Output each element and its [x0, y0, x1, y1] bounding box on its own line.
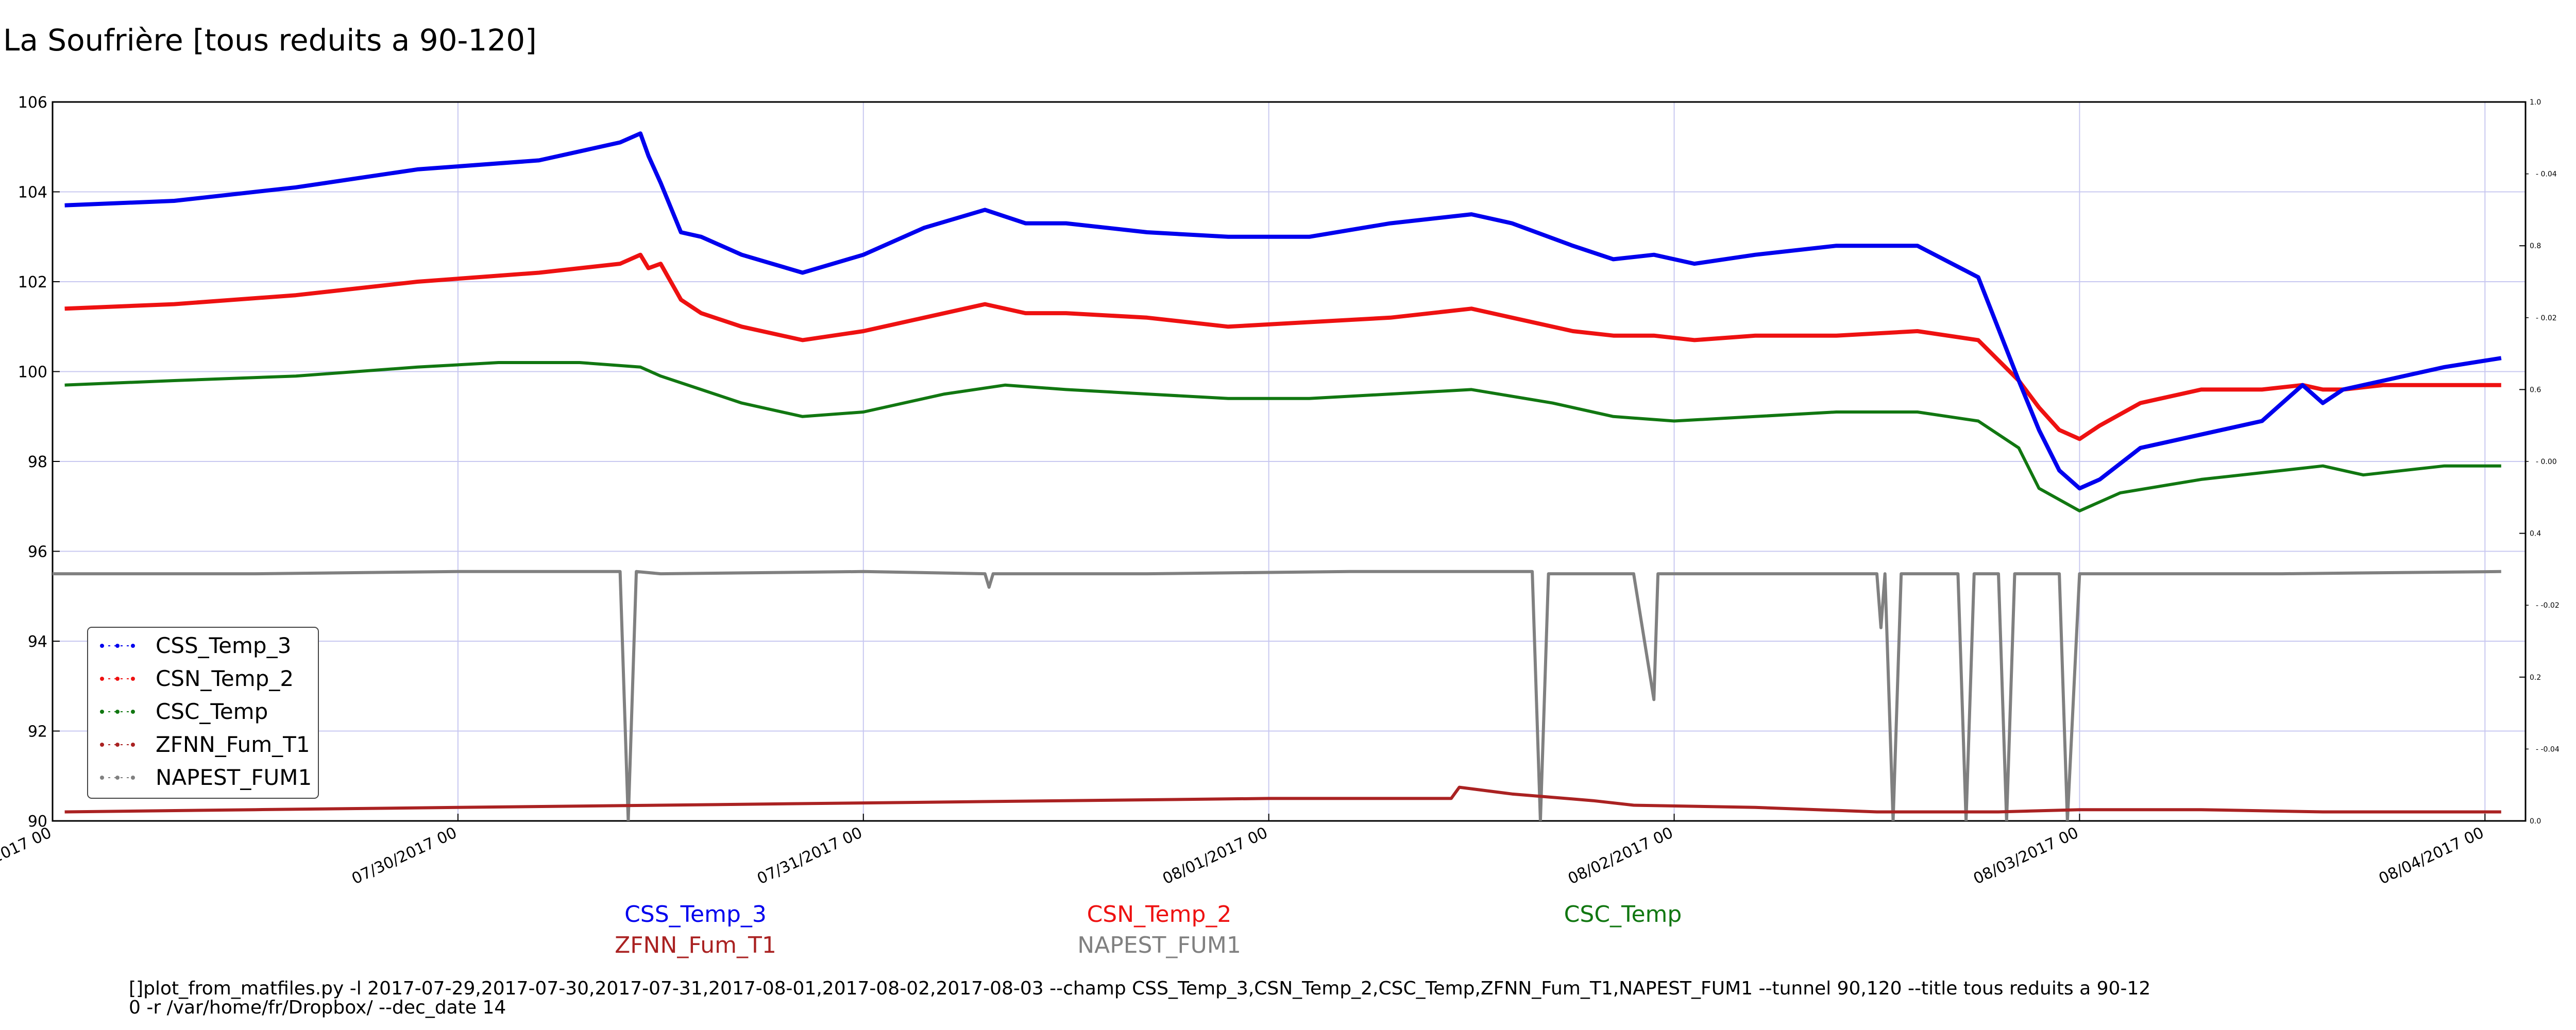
- series-layer: [53, 131, 2502, 821]
- legend-dot: [100, 776, 104, 780]
- legend-label: NAPEST_FUM1: [156, 765, 312, 790]
- right-tick-label-a: 0.8: [2530, 242, 2541, 250]
- legend: CSS_Temp_3 CSN_Temp_2 CSC_Temp ZFNN_Fum_T1 N…: [87, 627, 319, 799]
- right-tick-label-b: - -0.02: [2536, 602, 2560, 610]
- y-axis: 90 92 94 96 98 100 102 104 106: [18, 94, 60, 831]
- y-tick-label: 92: [28, 723, 47, 741]
- legend-dot: [115, 644, 120, 648]
- legend-dot: [131, 677, 135, 681]
- right-tick-label-a: 0.2: [2530, 674, 2541, 682]
- x-tick-label: 07/31/2017 00: [754, 824, 865, 888]
- legend-box: [87, 627, 319, 799]
- legend-dot: [115, 710, 120, 714]
- series-line-zfnn-fum-t1: [64, 785, 2501, 814]
- bottom-label-css-temp-3: CSS_Temp_3: [624, 901, 767, 928]
- series-line-css-temp-3: [64, 131, 2502, 491]
- legend-dot: [100, 743, 104, 747]
- right-tick-label-b: - -0.04: [2536, 745, 2560, 753]
- right-tick-label-a: 0.0: [2530, 817, 2541, 826]
- bottom-label-zfnn-fum-t1: ZFNN_Fum_T1: [615, 932, 776, 958]
- right-tick-label-b: - 0.00: [2536, 458, 2557, 466]
- x-tick-label: 08/03/2017 00: [1971, 824, 2081, 888]
- series-line-napest-fum1: [53, 570, 2501, 821]
- legend-dot: [100, 677, 104, 681]
- bottom-label-csc-temp: CSC_Temp: [1564, 901, 1682, 928]
- legend-label: CSS_Temp_3: [156, 633, 291, 658]
- legend-dot: [131, 743, 135, 747]
- x-axis: 07/29/2017 00 07/30/2017 00 07/31/2017 00 0…: [0, 814, 2487, 888]
- y-tick-label: 98: [28, 453, 47, 471]
- series-line-csn-temp-2: [64, 252, 2501, 441]
- legend-dot: [100, 644, 104, 648]
- y-tick-label: 102: [18, 273, 47, 291]
- x-tick-label: 07/29/2017 00: [0, 824, 54, 888]
- legend-dot: [131, 644, 135, 648]
- right-axis: 0.0 0.2 0.4 0.6 0.8 1.0 - -0.04 - -0.02 - 0.00 - …: [2519, 98, 2560, 826]
- legend-label: CSC_Temp: [156, 699, 268, 724]
- series-line-csc-temp: [64, 361, 2501, 512]
- legend-dot: [115, 776, 120, 780]
- bottom-series-labels: CSS_Temp_3 CSN_Temp_2 CSC_Temp ZFNN_Fum_T1 N…: [615, 901, 1682, 958]
- legend-label: ZFNN_Fum_T1: [156, 732, 310, 757]
- bottom-label-csn-temp-2: CSN_Temp_2: [1087, 901, 1232, 928]
- x-tick-label: 08/01/2017 00: [1160, 824, 1270, 888]
- right-tick-label-a: 0.4: [2530, 530, 2541, 538]
- y-tick-label: 96: [28, 543, 47, 561]
- chart-title: La Soufrière [tous reduits a 90-120]: [3, 23, 537, 58]
- right-tick-label-a: 1.0: [2530, 98, 2541, 107]
- y-tick-label: 100: [18, 364, 47, 382]
- y-tick-label: 106: [18, 94, 47, 112]
- x-tick-label: 08/04/2017 00: [2376, 824, 2487, 888]
- y-tick-label: 90: [28, 813, 47, 831]
- grid: [52, 101, 2526, 821]
- right-tick-label-b: - 0.04: [2536, 170, 2557, 179]
- x-tick-label: 08/02/2017 00: [1565, 824, 1676, 888]
- legend-dot: [115, 743, 120, 747]
- legend-dot: [115, 677, 120, 681]
- bottom-label-napest-fum1: NAPEST_FUM1: [1077, 932, 1241, 958]
- command-line-1: []plot_from_matfiles.py -l 2017-07-29,20…: [129, 978, 2150, 999]
- legend-label: CSN_Temp_2: [156, 666, 294, 691]
- right-tick-label-a: 0.6: [2530, 386, 2541, 394]
- y-tick-label: 104: [18, 184, 47, 202]
- legend-dot: [100, 710, 104, 714]
- legend-dot: [131, 710, 135, 714]
- right-tick-label-b: - 0.02: [2536, 314, 2557, 322]
- legend-dot: [131, 776, 135, 780]
- y-tick-label: 94: [28, 633, 47, 651]
- command-line-2: 0 -r /var/home/fr/Dropbox/ --dec_date 14: [129, 997, 506, 1018]
- x-tick-label: 07/30/2017 00: [349, 824, 460, 888]
